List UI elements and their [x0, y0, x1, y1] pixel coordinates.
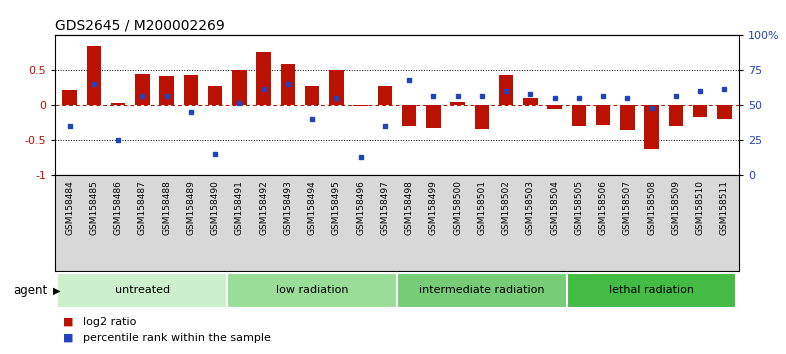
- Text: GSM158508: GSM158508: [647, 180, 656, 235]
- Bar: [329, 70, 343, 105]
- Text: GSM158507: GSM158507: [623, 180, 632, 235]
- Bar: [669, 105, 683, 126]
- Text: GSM158484: GSM158484: [65, 180, 74, 235]
- Bar: [62, 90, 77, 105]
- Text: GSM158509: GSM158509: [671, 180, 681, 235]
- Bar: [402, 105, 417, 126]
- Text: GSM158493: GSM158493: [283, 180, 292, 235]
- Bar: [475, 105, 489, 129]
- Text: GSM158488: GSM158488: [162, 180, 171, 235]
- Bar: [397, 273, 567, 308]
- Text: GSM158494: GSM158494: [307, 180, 317, 235]
- Bar: [523, 98, 538, 105]
- Bar: [232, 70, 247, 105]
- Text: GSM158511: GSM158511: [720, 180, 729, 235]
- Text: intermediate radiation: intermediate radiation: [419, 285, 545, 295]
- Bar: [208, 86, 222, 105]
- Text: GSM158506: GSM158506: [599, 180, 608, 235]
- Bar: [353, 105, 368, 106]
- Text: GSM158496: GSM158496: [356, 180, 365, 235]
- Text: GSM158487: GSM158487: [138, 180, 147, 235]
- Text: low radiation: low radiation: [276, 285, 348, 295]
- Text: GSM158489: GSM158489: [186, 180, 195, 235]
- Bar: [717, 105, 732, 119]
- Text: log2 ratio: log2 ratio: [83, 317, 136, 327]
- Text: ■: ■: [63, 317, 73, 327]
- Text: GSM158495: GSM158495: [332, 180, 341, 235]
- Bar: [596, 105, 610, 125]
- Text: GSM158500: GSM158500: [453, 180, 462, 235]
- Text: GSM158492: GSM158492: [259, 180, 268, 235]
- Text: GSM158505: GSM158505: [575, 180, 583, 235]
- Text: GSM158497: GSM158497: [380, 180, 389, 235]
- Text: GSM158499: GSM158499: [429, 180, 438, 235]
- Bar: [256, 52, 271, 105]
- Bar: [160, 76, 174, 105]
- Bar: [426, 105, 441, 129]
- Text: GSM158498: GSM158498: [405, 180, 413, 235]
- Text: GSM158485: GSM158485: [90, 180, 98, 235]
- Bar: [692, 105, 707, 117]
- Text: ▶: ▶: [53, 285, 61, 295]
- Bar: [645, 105, 659, 149]
- Bar: [499, 75, 513, 105]
- Bar: [86, 46, 101, 105]
- Text: GSM158510: GSM158510: [696, 180, 704, 235]
- Bar: [547, 105, 562, 109]
- Text: GSM158490: GSM158490: [211, 180, 219, 235]
- Text: GSM158491: GSM158491: [235, 180, 244, 235]
- Bar: [620, 105, 634, 130]
- Text: GSM158502: GSM158502: [501, 180, 511, 235]
- Text: GSM158501: GSM158501: [477, 180, 487, 235]
- Bar: [450, 102, 465, 105]
- Bar: [305, 86, 319, 105]
- Text: agent: agent: [13, 284, 47, 297]
- Text: ■: ■: [63, 333, 73, 343]
- Bar: [111, 103, 125, 105]
- Bar: [571, 105, 586, 126]
- Bar: [57, 273, 227, 308]
- Bar: [281, 64, 295, 105]
- Bar: [227, 273, 397, 308]
- Text: percentile rank within the sample: percentile rank within the sample: [83, 333, 270, 343]
- Text: GSM158504: GSM158504: [550, 180, 559, 235]
- Bar: [377, 86, 392, 105]
- Text: lethal radiation: lethal radiation: [609, 285, 694, 295]
- Text: GSM158503: GSM158503: [526, 180, 534, 235]
- Bar: [567, 273, 736, 308]
- Text: GSM158486: GSM158486: [113, 180, 123, 235]
- Bar: [184, 75, 198, 105]
- Bar: [135, 74, 149, 105]
- Text: untreated: untreated: [115, 285, 170, 295]
- Text: GDS2645 / M200002269: GDS2645 / M200002269: [55, 19, 225, 33]
